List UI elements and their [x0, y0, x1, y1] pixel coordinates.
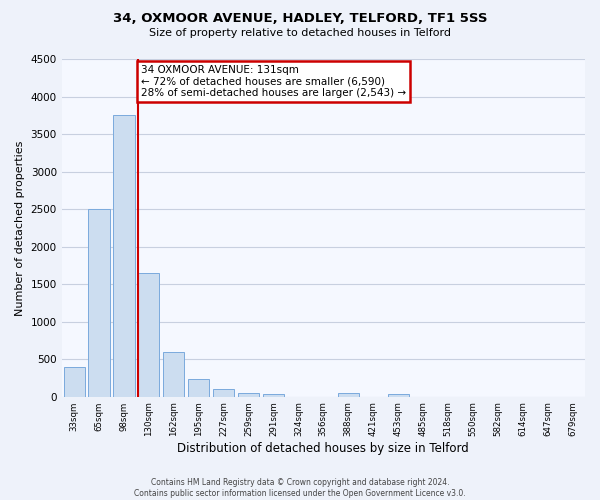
Bar: [263, 394, 284, 396]
Bar: [238, 392, 259, 396]
Bar: [88, 209, 110, 396]
Bar: [113, 116, 134, 396]
Bar: [188, 378, 209, 396]
Y-axis label: Number of detached properties: Number of detached properties: [15, 140, 25, 316]
Text: 34, OXMOOR AVENUE, HADLEY, TELFORD, TF1 5SS: 34, OXMOOR AVENUE, HADLEY, TELFORD, TF1 …: [113, 12, 487, 26]
Bar: [64, 368, 85, 396]
Text: Size of property relative to detached houses in Telford: Size of property relative to detached ho…: [149, 28, 451, 38]
Bar: [163, 352, 184, 397]
Bar: [138, 273, 160, 396]
Text: Contains HM Land Registry data © Crown copyright and database right 2024.
Contai: Contains HM Land Registry data © Crown c…: [134, 478, 466, 498]
Bar: [338, 394, 359, 396]
X-axis label: Distribution of detached houses by size in Telford: Distribution of detached houses by size …: [178, 442, 469, 455]
Bar: [388, 394, 409, 396]
Text: 34 OXMOOR AVENUE: 131sqm
← 72% of detached houses are smaller (6,590)
28% of sem: 34 OXMOOR AVENUE: 131sqm ← 72% of detach…: [141, 65, 406, 98]
Bar: [213, 389, 234, 396]
